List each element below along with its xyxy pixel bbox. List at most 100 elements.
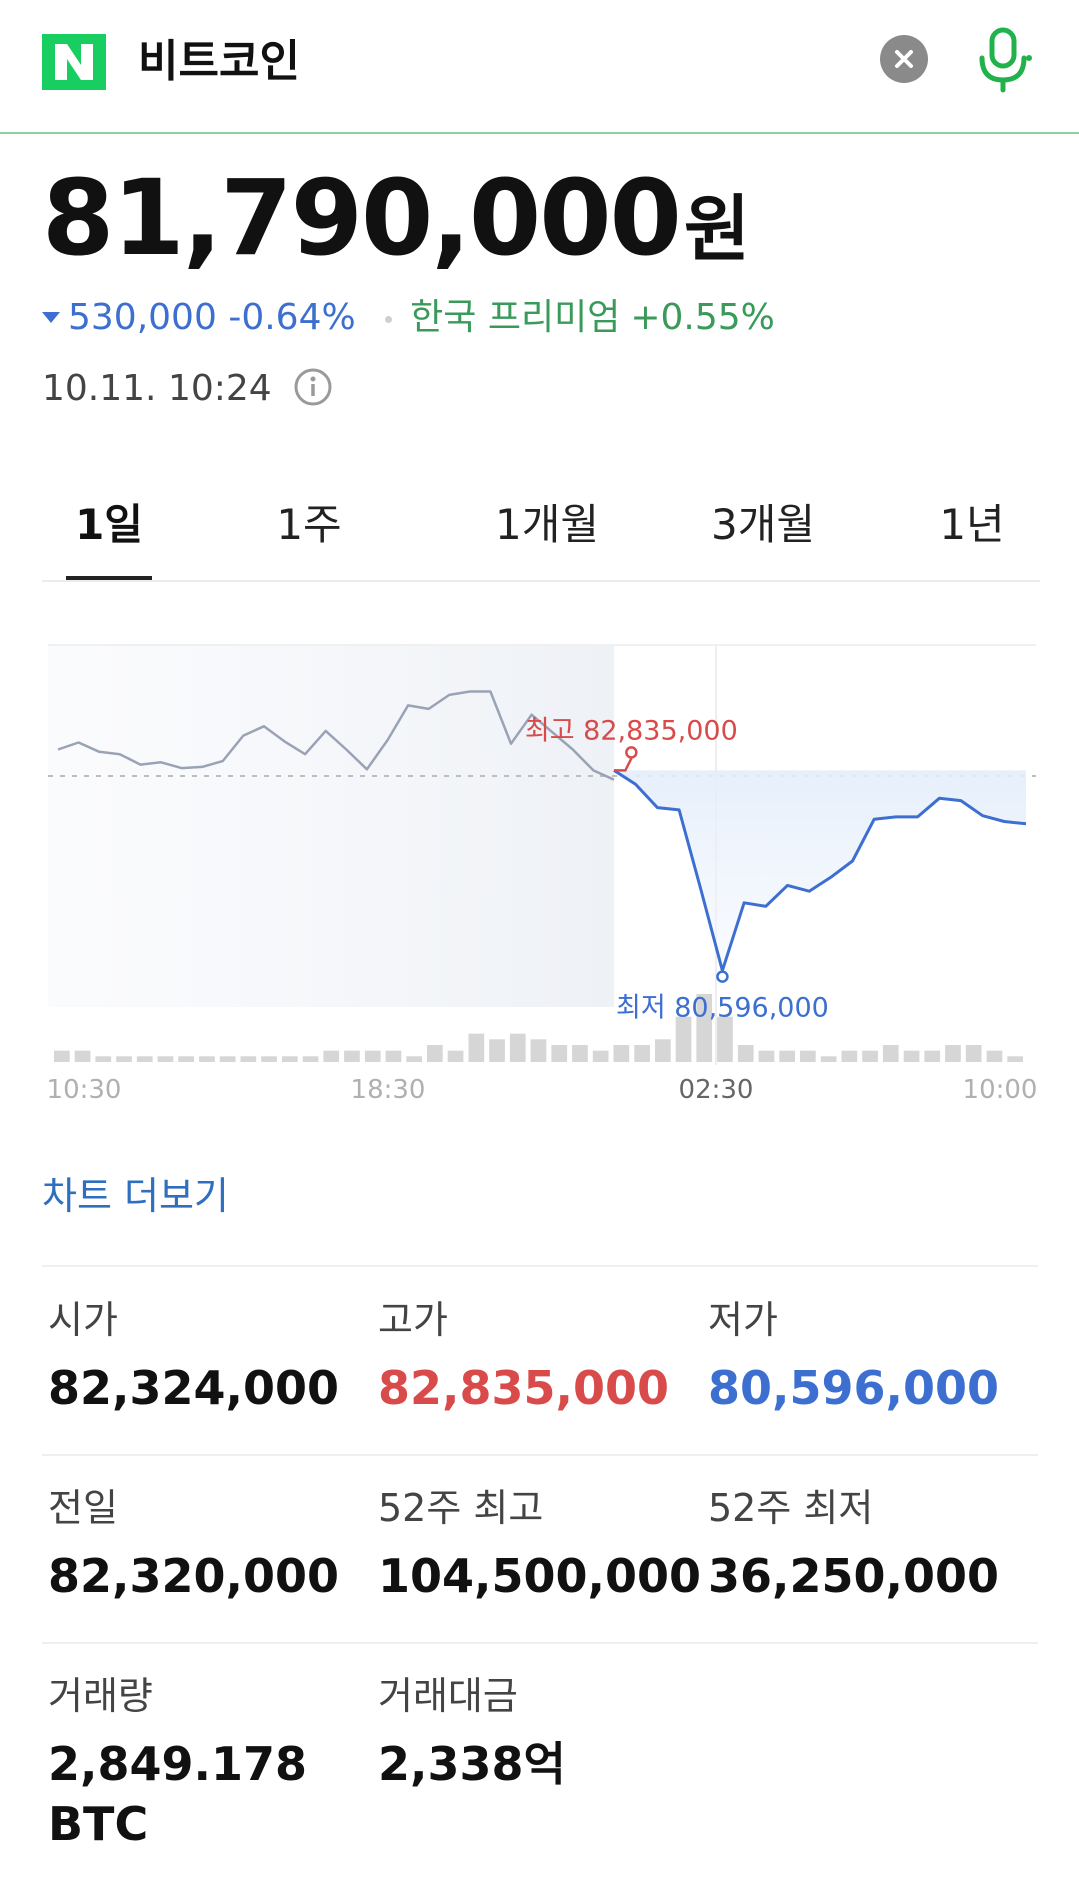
volume-bar: [696, 994, 713, 1062]
volume-bar: [509, 1033, 526, 1062]
volume-bar: [862, 1050, 878, 1062]
microphone-icon[interactable]: [970, 24, 1036, 96]
current-price: 81,790,000원: [42, 158, 750, 278]
tab-1-day[interactable]: 1일: [75, 500, 143, 549]
stat-high-label: 고가: [378, 1298, 448, 1342]
volume-bars: [54, 994, 1023, 1062]
separator-dot: [385, 315, 393, 323]
volume-bar: [572, 1045, 588, 1062]
volume-bar: [945, 1045, 961, 1062]
stat-52w-low: 52주 최저 36,250,000: [708, 1484, 1008, 1606]
volume-bar: [986, 1050, 1003, 1062]
volume-bar: [157, 1056, 174, 1062]
volume-bar: [882, 1045, 899, 1062]
high-marker-line: [614, 757, 633, 772]
tab-3-month[interactable]: 3개월: [710, 500, 815, 549]
stat-trade-value: 거래대금 2,338억: [378, 1672, 678, 1794]
down-arrow-icon: [42, 311, 60, 323]
volume-bar: [820, 1056, 837, 1062]
volume-bar: [634, 1045, 650, 1062]
clear-search-button[interactable]: [880, 35, 928, 83]
volume-bar: [178, 1056, 194, 1062]
change-percent: -0.64%: [228, 297, 356, 338]
volume-bar: [406, 1056, 422, 1062]
volume-bar: [95, 1056, 112, 1062]
stat-previous-close-label: 전일: [48, 1486, 118, 1530]
volume-bar: [54, 1050, 70, 1062]
volume-bar: [655, 1039, 671, 1062]
change-amount: 530,000: [68, 297, 217, 338]
volume-bar: [427, 1045, 443, 1062]
volume-bar: [199, 1056, 215, 1062]
more-chart-link[interactable]: 차트 더보기: [42, 1174, 229, 1218]
volume-bar: [903, 1050, 920, 1062]
volume-bar: [779, 1050, 795, 1062]
price-chart[interactable]: 최고 82,835,000 최저 80,596,000 10:30 18:30 02:…: [0, 620, 1079, 1100]
x-tick-label: 02:30: [679, 1075, 754, 1100]
price-unit: 원: [683, 187, 751, 271]
volume-bar: [1007, 1056, 1023, 1062]
volume-bar: [323, 1050, 340, 1062]
stat-52w-high-value: 104,500,000: [378, 1549, 702, 1603]
stat-volume-label: 거래량: [48, 1674, 153, 1718]
volume-bar: [136, 1056, 153, 1062]
volume-bar: [737, 1045, 754, 1062]
volume-bar: [613, 1045, 630, 1062]
stat-52w-high: 52주 최고 104,500,000: [378, 1484, 702, 1606]
stat-trade-value-value: 2,338억: [378, 1737, 566, 1791]
close-icon: [895, 50, 913, 68]
stat-open: 시가 82,324,000: [48, 1296, 348, 1418]
volume-bar: [116, 1056, 132, 1062]
previous-session-shade: [48, 645, 614, 1007]
volume-bar: [965, 1045, 982, 1062]
active-tab-indicator: [66, 576, 152, 580]
volume-bar: [282, 1056, 298, 1062]
tab-1-week[interactable]: 1주: [276, 500, 342, 549]
tab-1-year[interactable]: 1년: [939, 500, 1005, 549]
stats-divider-1: [42, 1454, 1038, 1456]
korea-premium-label: 한국 프리미엄: [410, 297, 621, 338]
low-marker-dot: [716, 970, 729, 983]
search-query-text[interactable]: 비트코인: [138, 36, 300, 87]
price-value: 81,790,000: [42, 157, 682, 279]
x-tick-label: 10:30: [47, 1075, 122, 1100]
stat-high: 고가 82,835,000: [378, 1296, 678, 1418]
stat-low-label: 저가: [708, 1298, 778, 1342]
current-drop-fill: [614, 770, 1026, 971]
stat-low: 저가 80,596,000: [708, 1296, 1008, 1418]
volume-bar: [530, 1039, 547, 1062]
volume-bar: [364, 1050, 381, 1062]
stat-volume: 거래량 2,849.178 BTC: [48, 1672, 348, 1854]
period-tabs: 1일 1주 1개월 3개월 1년: [42, 490, 1040, 582]
current-session-line: [613, 769, 1027, 973]
volume-bar: [717, 1016, 733, 1062]
volume-bar: [240, 1056, 257, 1062]
stat-open-label: 시가: [48, 1298, 118, 1342]
volume-bar: [385, 1050, 402, 1062]
volume-bar: [468, 1033, 485, 1062]
stat-previous-close: 전일 82,320,000: [48, 1484, 348, 1606]
volume-bar: [302, 1056, 319, 1062]
volume-bar: [592, 1050, 609, 1062]
high-marker-label: 최고 82,835,000: [525, 715, 738, 746]
volume-bar: [800, 1050, 816, 1062]
stat-volume-value: 2,849.178: [48, 1737, 307, 1791]
tab-1-month[interactable]: 1개월: [494, 500, 599, 549]
price-timestamp-row: 10.11. 10:24: [42, 366, 333, 412]
search-header: 비트코인: [0, 0, 1079, 134]
naver-logo[interactable]: [42, 34, 106, 90]
volume-bar: [841, 1050, 858, 1062]
volume-bar: [344, 1050, 360, 1062]
stat-52w-high-label: 52주 최고: [378, 1486, 544, 1530]
volume-bar: [261, 1056, 277, 1062]
korea-premium-value: +0.55%: [630, 297, 775, 338]
stat-volume-unit: BTC: [48, 1797, 149, 1851]
volume-bar: [447, 1050, 464, 1062]
info-icon[interactable]: [293, 367, 333, 407]
previous-session-line: [57, 690, 615, 781]
high-marker-dot: [625, 746, 638, 759]
x-tick-label: 18:30: [351, 1075, 426, 1100]
price-change-row: 530,000 -0.64% 한국 프리미엄 +0.55%: [42, 294, 775, 342]
price-timestamp: 10.11. 10:24: [42, 368, 272, 409]
low-marker-label: 최저 80,596,000: [616, 993, 829, 1024]
